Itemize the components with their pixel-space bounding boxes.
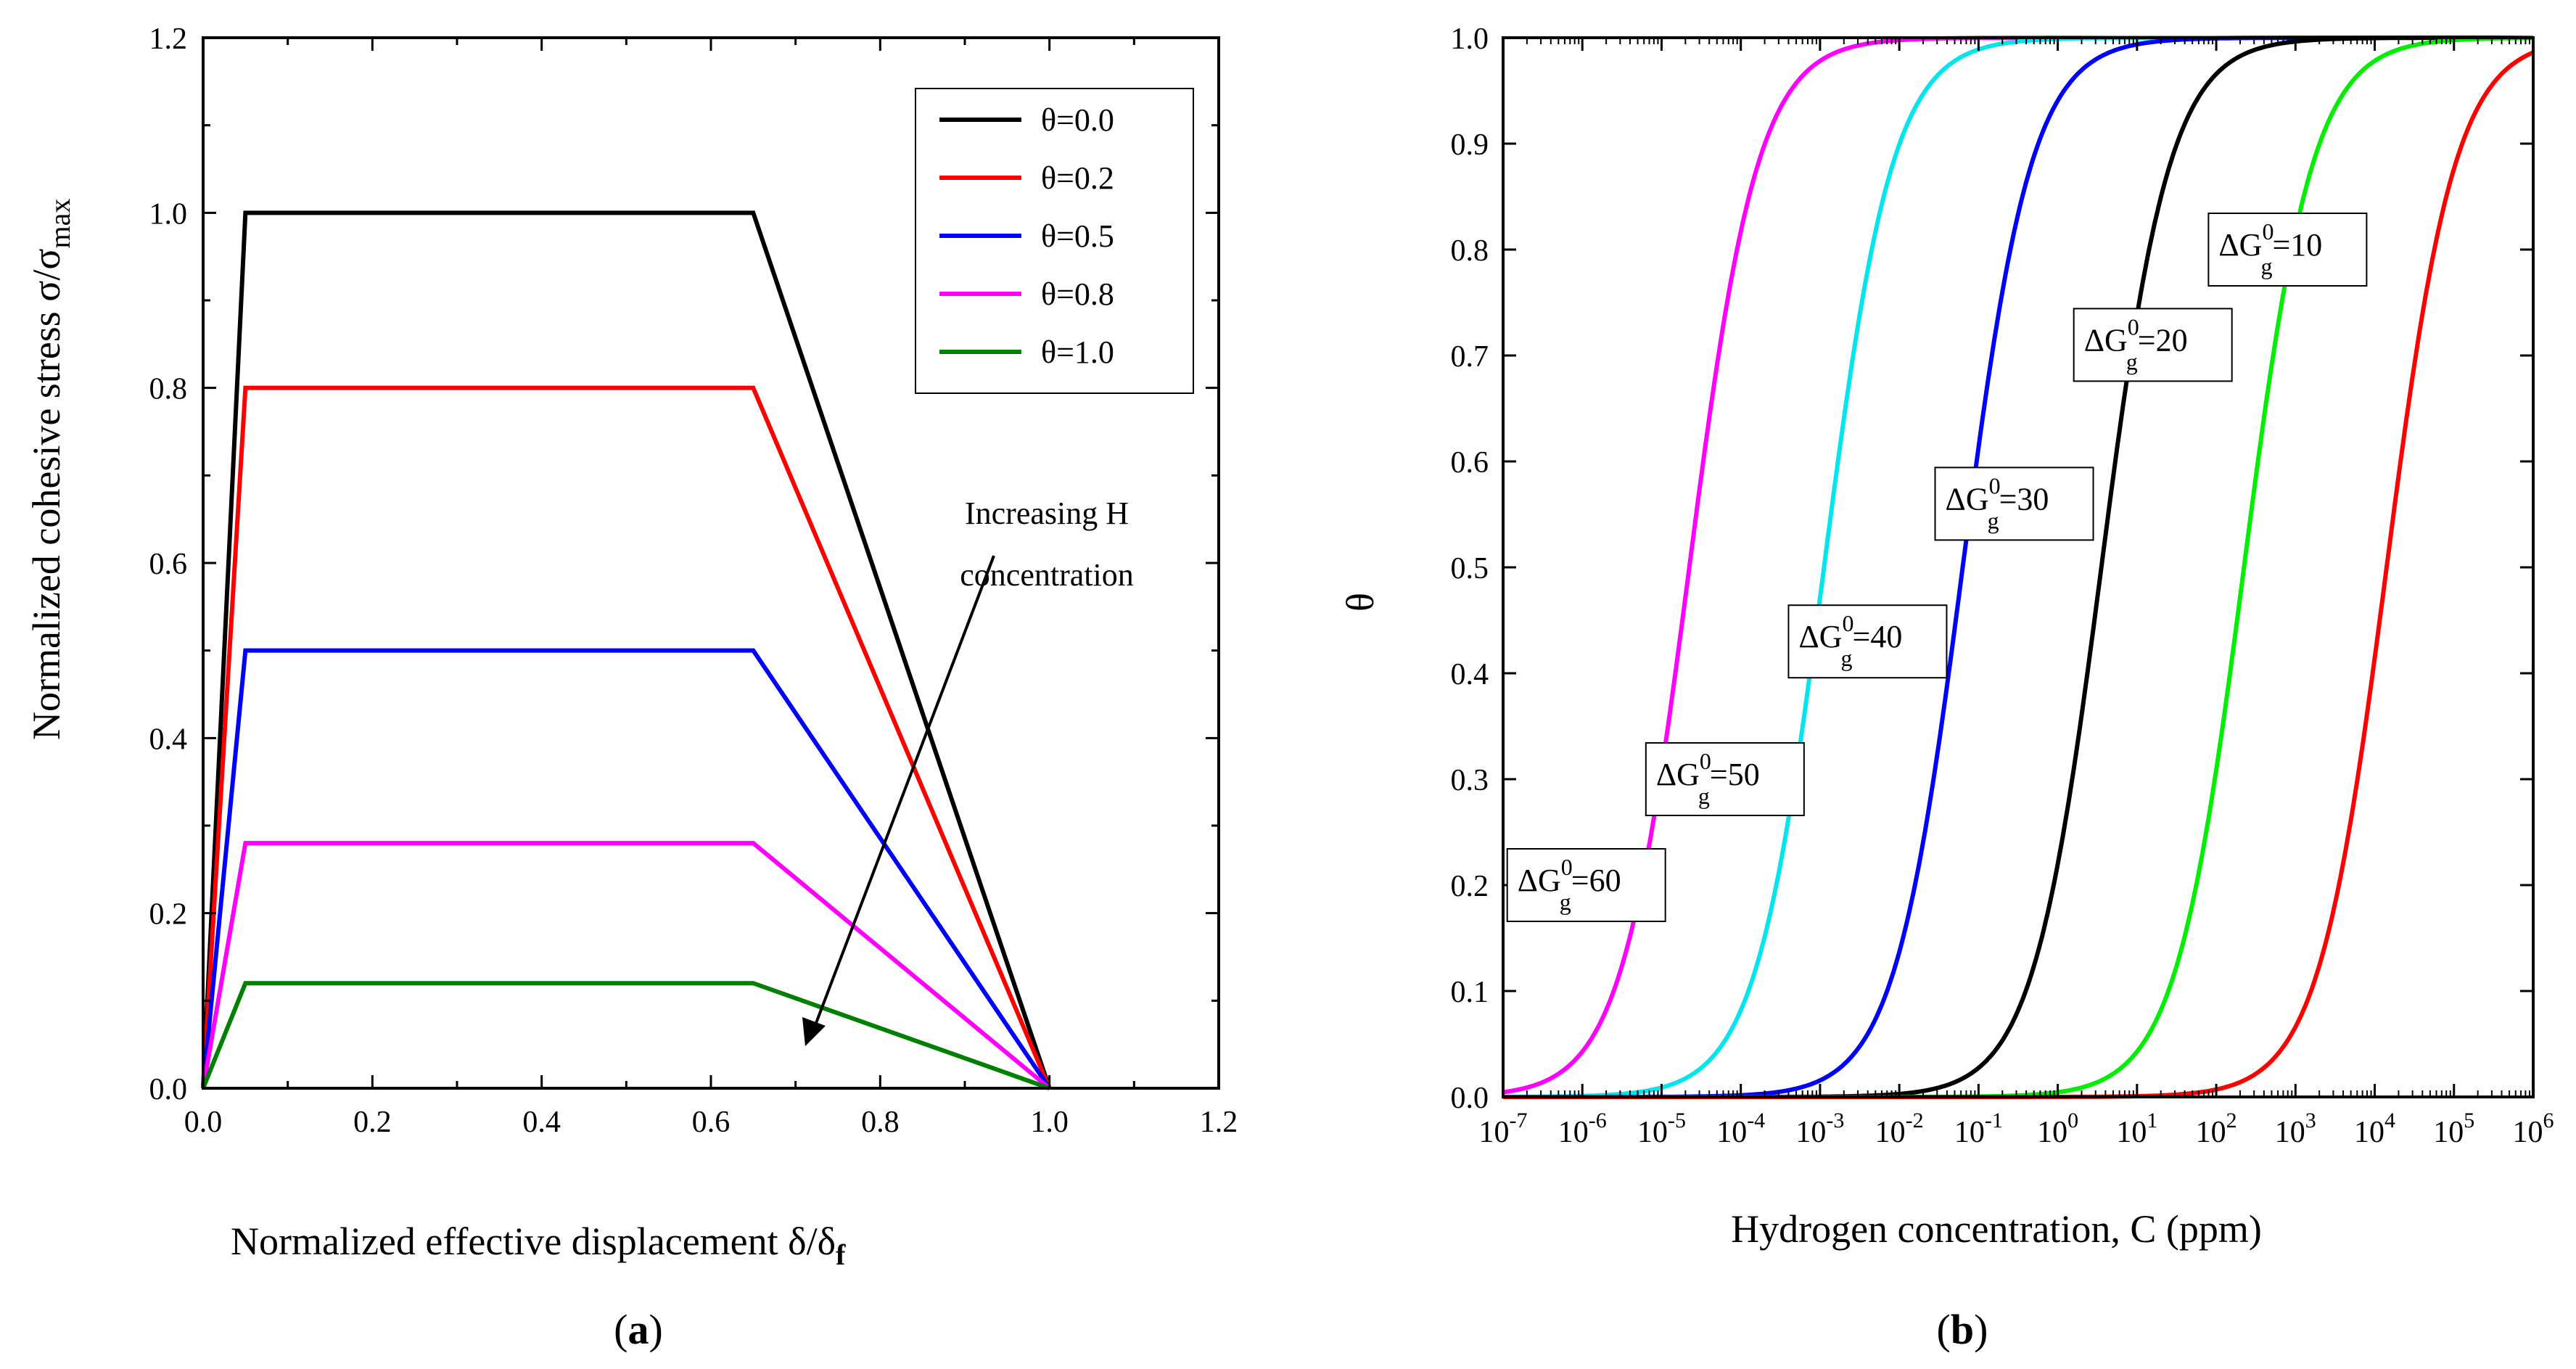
- y-axis-label-main: Normalized cohesive stress σ/σ: [25, 248, 68, 740]
- y-tick-label: 1.2: [149, 22, 188, 56]
- panel-a-label: (a): [614, 1306, 663, 1353]
- y-tick-label: 0.1: [1451, 976, 1489, 1009]
- annotation-arrow-line: [815, 555, 995, 1024]
- series-curve-40: [1503, 36, 2533, 1099]
- panel-b-letter: b: [1951, 1306, 1974, 1353]
- x-tick-label: 10-2: [1875, 1109, 1924, 1149]
- x-tick-label: 10-4: [1716, 1109, 1765, 1149]
- x-tick-label: 0.6: [692, 1106, 731, 1139]
- x-tick-label: 10-5: [1637, 1109, 1686, 1149]
- annotation-line-1: Increasing H: [965, 496, 1129, 531]
- x-tick-label: 106: [2513, 1109, 2554, 1149]
- series-line-θ=0.2: [201, 385, 1052, 1090]
- y-tick-label: 0.3: [1451, 764, 1489, 797]
- panel-a-y-axis-label: Normalized cohesive stress σ/σmax: [25, 199, 76, 740]
- y-tick-label: 0.0: [1451, 1082, 1489, 1115]
- curve-label: ΔG0 g=50: [1656, 748, 1760, 809]
- annotation-arrowhead: [802, 1017, 826, 1046]
- x-tick-label: 105: [2433, 1109, 2474, 1149]
- legend-entry-label: θ=0.5: [1041, 218, 1114, 254]
- x-tick-label: 0.2: [353, 1106, 392, 1139]
- panel-a-x-axis-label: Normalized effective displacement δ/δf: [231, 1220, 846, 1271]
- y-tick-label: 0.8: [149, 373, 188, 406]
- series-curve-20: [1503, 36, 2533, 1099]
- curve-label: ΔG0 g=40: [1798, 610, 1902, 671]
- panel-a-letter: a: [628, 1306, 649, 1353]
- series-line-θ=0.0: [201, 210, 1052, 1089]
- y-tick-label: 0.6: [1451, 446, 1489, 480]
- x-axis-label-main: Normalized effective displacement δ/δ: [231, 1220, 836, 1263]
- y-tick-label: 0.4: [1451, 658, 1489, 691]
- x-tick-label: 0.0: [184, 1106, 223, 1139]
- panel-b-y-axis-label: θ: [1338, 593, 1382, 612]
- panel-b-chart: 10-7 10-6 10-5 10-4 10-3 10-2 10-1 100 101 102 103…: [1338, 22, 2554, 1353]
- y-tick-label: 0.6: [149, 548, 188, 581]
- legend-box: [915, 88, 1194, 394]
- panel-a-plot-frame: [202, 36, 1220, 1090]
- panel-b-series-group: [1502, 36, 2535, 1099]
- series-curve-50: [1503, 36, 2533, 1099]
- curve-label-box: [2073, 308, 2233, 382]
- x-tick-label: 10-3: [1795, 1109, 1844, 1149]
- curve-label: ΔG0 g=10: [2218, 218, 2322, 279]
- curve-label-box: [1645, 742, 1805, 816]
- y-tick-label: 0.5: [1451, 552, 1489, 585]
- y-axis-label-subscript: max: [44, 199, 76, 249]
- panel-a-series-group: [201, 210, 1052, 1090]
- curve-label-box: [1506, 848, 1666, 922]
- x-tick-label: 104: [2354, 1109, 2395, 1149]
- legend-entry-label: θ=1.0: [1041, 334, 1114, 370]
- curve-label: ΔG0 g=60: [1518, 854, 1621, 915]
- legend-entry-label: θ=0.8: [1041, 276, 1114, 312]
- series-curve-30: [1503, 36, 2533, 1099]
- panel-b-plot-frame: [1502, 36, 2535, 1098]
- curve-label: ΔG0 g=30: [1946, 472, 2049, 533]
- x-axis-label-subscript: f: [836, 1238, 846, 1271]
- x-tick-label: 102: [2196, 1109, 2237, 1149]
- y-tick-label: 0.2: [1451, 870, 1489, 903]
- panel-b-x-axis-label: Hydrogen concentration, C (ppm): [1731, 1207, 2262, 1251]
- annotation-line-2: concentration: [960, 557, 1133, 593]
- panel-a-chart: 0.0 0.2 0.4 0.6 0.8 1.0 1.2 0.0 0.2 0.4 0.6 0.8 1.0 1…: [25, 22, 1238, 1353]
- panel-a-ticks: 0.0 0.2 0.4 0.6 0.8 1.0 1.2 0.0 0.2 0.4 0.6 0.8 1.0 1…: [149, 22, 1238, 1139]
- panel-b-curve-labels: ΔG0 g=60 ΔG0 g=50 ΔG0 g=40 ΔG0 g=30 ΔG0 g=20 ΔG0 g=…: [1506, 213, 2368, 922]
- x-tick-label: 100: [2037, 1109, 2078, 1149]
- curve-label-box: [2207, 213, 2368, 287]
- y-tick-label: 1.0: [1451, 22, 1489, 56]
- curve-label-box: [1934, 466, 2094, 541]
- increasing-h-annotation: Increasing H concentration: [802, 496, 1134, 1046]
- curve-label: ΔG0 g=20: [2084, 313, 2188, 374]
- curve-label-box: [1787, 604, 1948, 679]
- x-tick-label: 0.8: [861, 1106, 900, 1139]
- x-tick-label: 10-7: [1479, 1109, 1528, 1149]
- x-tick-label: 1.2: [1200, 1106, 1238, 1139]
- y-tick-label: 0.8: [1451, 234, 1489, 268]
- y-tick-label: 0.9: [1451, 128, 1489, 162]
- x-tick-label: 101: [2116, 1109, 2157, 1149]
- series-curve-60: [1502, 36, 2533, 1095]
- x-tick-label: 1.0: [1030, 1106, 1069, 1139]
- series-line-θ=1.0: [201, 981, 1050, 1090]
- series-line-θ=0.8: [201, 841, 1051, 1090]
- x-tick-label: 10-1: [1954, 1109, 2003, 1149]
- panel-a-legend: θ=0.0 θ=0.2 θ=0.5 θ=0.8 θ=1.0: [915, 88, 1194, 394]
- x-tick-label: 0.4: [522, 1106, 561, 1139]
- x-tick-label: 103: [2275, 1109, 2316, 1149]
- panel-b-label: (b): [1937, 1306, 1988, 1353]
- x-tick-label: 10-6: [1558, 1109, 1607, 1149]
- y-tick-label: 0.4: [149, 723, 188, 756]
- series-line-θ=0.5: [201, 648, 1052, 1090]
- legend-entry-label: θ=0.0: [1041, 102, 1114, 138]
- y-tick-label: 0.0: [149, 1073, 188, 1106]
- y-tick-label: 0.2: [149, 898, 188, 932]
- legend-entry-label: θ=0.2: [1041, 160, 1114, 196]
- y-tick-label: 1.0: [149, 197, 188, 231]
- y-tick-label: 0.7: [1451, 340, 1489, 374]
